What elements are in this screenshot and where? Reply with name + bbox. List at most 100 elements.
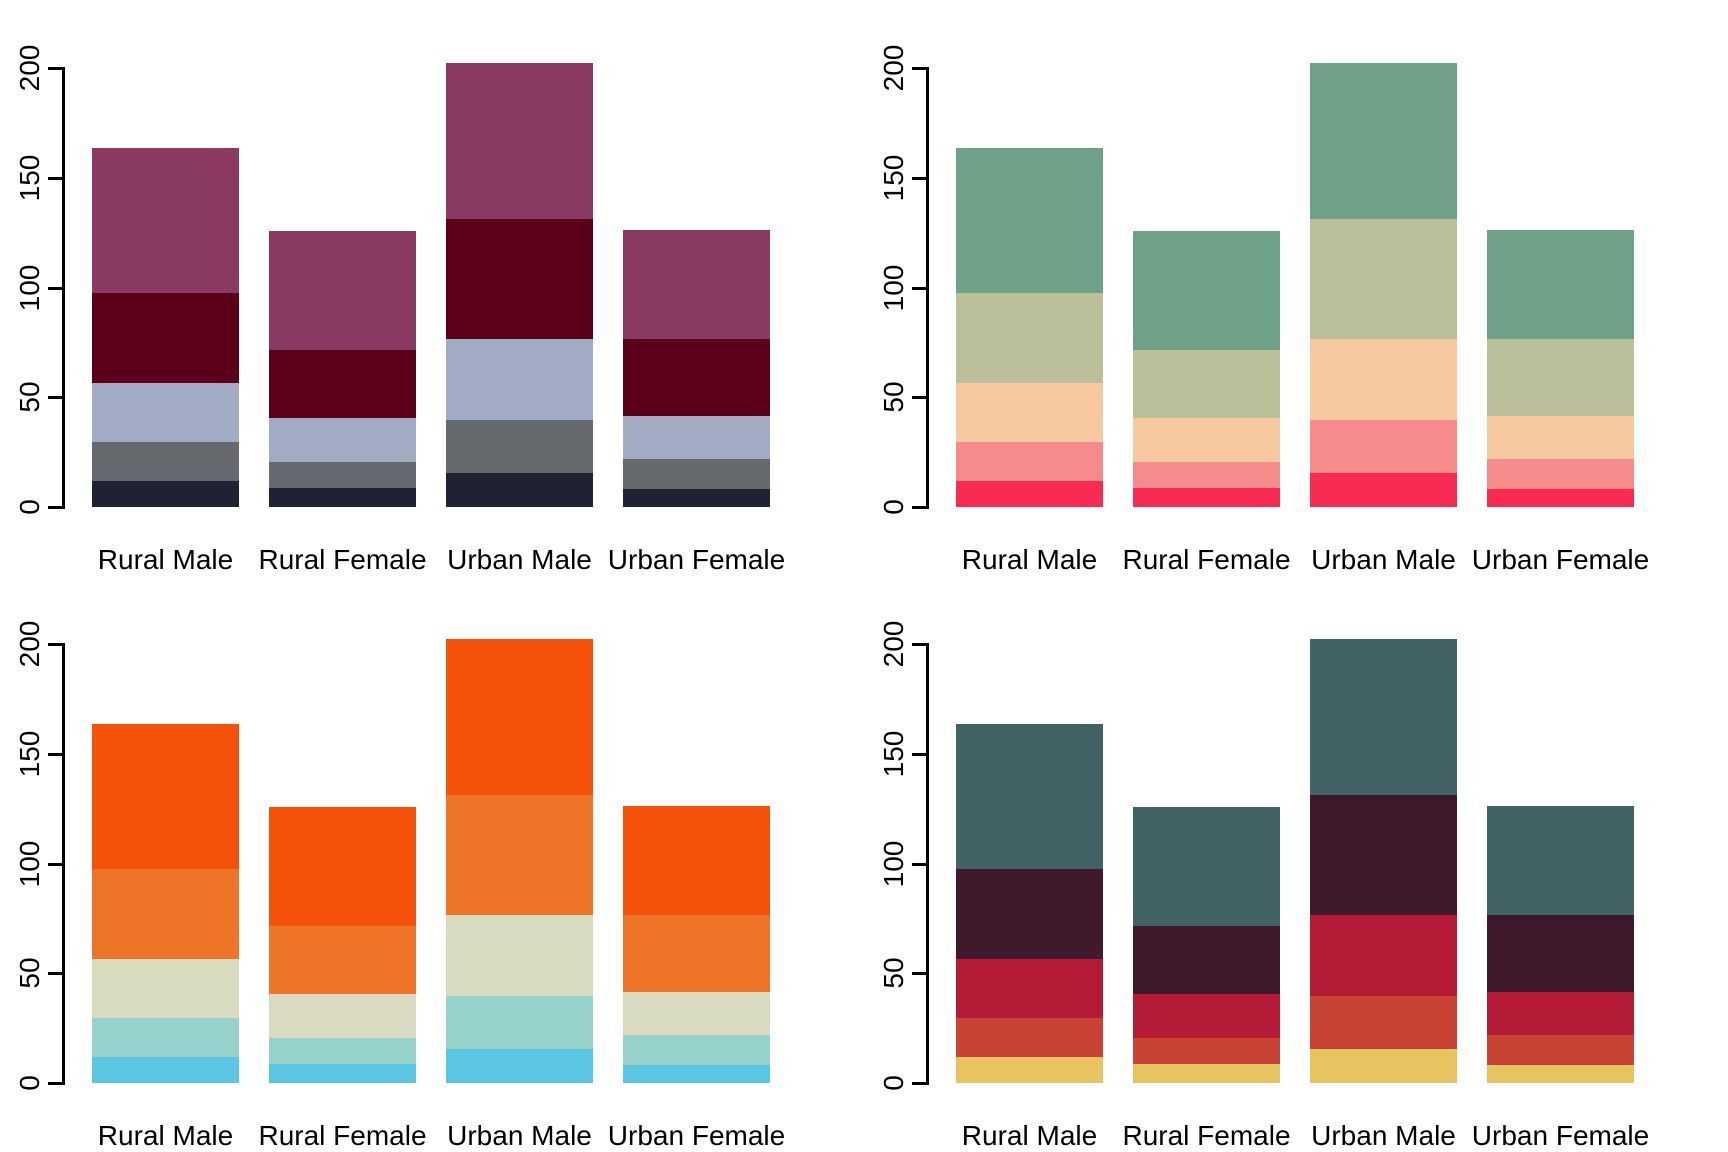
bar-segment-segment-1 [92,481,239,507]
bar-segment-segment-5 [1133,230,1280,350]
bar-segment-segment-1 [623,488,770,507]
bar-segment-segment-3 [956,958,1103,1018]
bar-segment-segment-4 [623,339,770,417]
panel-bottom-left: 0 50 100 150 200 Rural Male Rural Female Urban … [0,576,864,1152]
y-axis-tick [912,67,926,70]
x-axis-label-rural-male: Rural Male [961,1120,1098,1151]
bar-segment-segment-1 [1310,1049,1457,1083]
bar-rural-female [1133,230,1280,507]
bar-segment-segment-4 [269,925,416,994]
bar-segment-segment-5 [623,229,770,340]
x-axis-label-urban-female: Urban Female [607,544,786,575]
bar-rural-male [956,723,1103,1083]
bar-segment-segment-3 [1310,914,1457,996]
panel-top-right: 0 50 100 150 200 Rural Male Rural Female Urban … [864,0,1728,576]
y-axis-tick-label: 100 [14,840,45,887]
y-axis-tick [912,643,926,646]
bar-segment-segment-5 [269,806,416,926]
bar-segment-segment-1 [92,1057,239,1083]
bar-segment-segment-4 [446,218,593,339]
y-axis-tick [48,1082,62,1085]
bar-segment-segment-5 [92,723,239,869]
x-axis-label-urban-male: Urban Male [447,544,592,575]
bar-segment-segment-4 [1133,925,1280,994]
x-axis-label-rural-female: Rural Female [1122,1120,1291,1151]
bar-segment-segment-4 [623,915,770,993]
bar-segment-segment-2 [623,1034,770,1065]
y-axis-tick-label: 0 [878,1075,909,1091]
bar-segment-segment-1 [1487,488,1634,507]
bar-rural-male [956,147,1103,507]
bar-segment-segment-2 [956,1017,1103,1058]
bar-segment-segment-3 [269,993,416,1039]
bar-segment-segment-1 [1487,1064,1634,1083]
y-axis-tick [912,972,926,976]
bar-urban-female [623,229,770,507]
x-axis-label-rural-male: Rural Male [961,544,1098,575]
bar-segment-segment-2 [269,1038,416,1064]
x-axis-label-urban-female: Urban Female [1471,1120,1650,1151]
y-axis-line [926,643,929,1085]
bar-rural-male [92,723,239,1083]
bar-segment-segment-4 [269,349,416,418]
y-axis-tick-label: 50 [14,957,45,989]
y-axis-tick-label: 100 [14,264,45,311]
y-axis-tick [48,176,62,180]
y-axis-tick [912,1082,926,1085]
y-axis-tick-label: 50 [14,381,45,413]
x-axis-label-rural-female: Rural Female [258,1120,427,1151]
bar-urban-female [623,805,770,1083]
y-axis-tick [48,643,62,646]
bar-segment-segment-3 [1133,993,1280,1039]
y-axis-line [62,643,65,1085]
y-axis-tick-label: 50 [878,957,909,989]
bar-urban-male [1310,638,1457,1083]
bar-segment-segment-3 [623,992,770,1035]
bar-segment-segment-4 [1487,339,1634,417]
bar-segment-segment-1 [446,473,593,507]
y-axis-tick-label: 200 [878,44,909,92]
bar-segment-segment-3 [446,914,593,996]
bar-segment-segment-2 [92,1017,239,1058]
bar-segment-segment-1 [956,1057,1103,1083]
y-axis-tick-label: 100 [878,264,909,311]
bar-segment-segment-5 [1487,805,1634,916]
bar-segment-segment-2 [1310,419,1457,474]
bar-urban-female [1487,805,1634,1083]
y-axis-tick [912,506,926,509]
bar-segment-segment-1 [623,1064,770,1083]
x-axis-label-urban-female: Urban Female [1471,544,1650,575]
bar-segment-segment-1 [269,487,416,507]
x-axis-label-rural-male: Rural Male [97,1120,234,1151]
bar-segment-segment-4 [92,292,239,383]
x-axis-label-rural-female: Rural Female [1122,544,1291,575]
bar-segment-segment-3 [446,338,593,420]
x-axis-label-rural-female: Rural Female [258,544,427,575]
panel-top-left: 0 50 100 150 200 Rural Male Rural Female Urban … [0,0,864,576]
bar-segment-segment-3 [269,417,416,463]
bar-segment-segment-4 [92,868,239,959]
bar-segment-segment-3 [956,382,1103,442]
x-axis-label-urban-female: Urban Female [607,1120,786,1151]
y-axis-tick-label: 50 [878,381,909,413]
y-axis-tick-label: 200 [14,620,45,668]
bar-segment-segment-3 [92,382,239,442]
bar-segment-segment-5 [1310,62,1457,219]
bar-segment-segment-4 [956,868,1103,959]
y-axis-tick [912,396,926,400]
bar-segment-segment-5 [92,147,239,293]
bar-segment-segment-2 [446,419,593,474]
y-axis-tick [912,752,926,756]
bar-segment-segment-2 [1310,995,1457,1050]
y-axis-tick-label: 200 [14,44,45,92]
bar-segment-segment-3 [1487,992,1634,1035]
y-axis-tick [48,972,62,976]
bar-segment-segment-4 [446,794,593,915]
y-axis-tick-label: 150 [878,730,909,778]
y-axis-tick [48,862,62,866]
y-axis-tick-label: 150 [878,154,909,202]
bar-segment-segment-2 [1133,462,1280,488]
y-axis-tick-label: 200 [878,620,909,668]
bar-segment-segment-3 [623,416,770,459]
